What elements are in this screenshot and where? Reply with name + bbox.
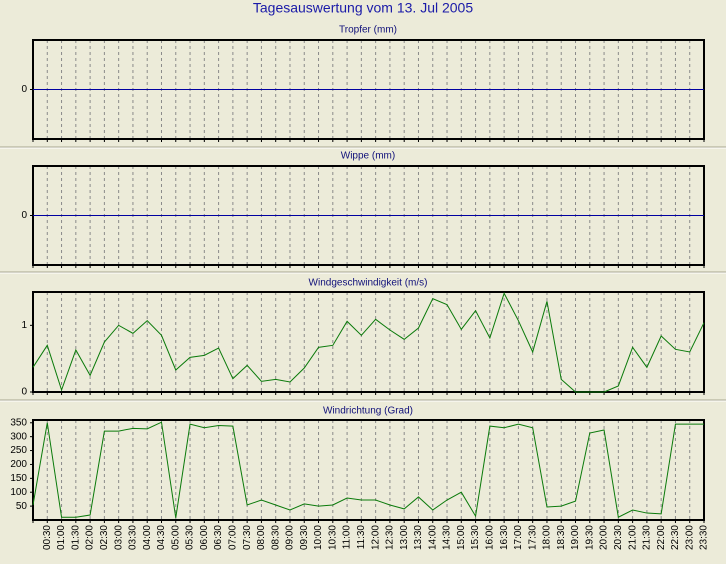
x-tick-label: 08:30 bbox=[270, 525, 281, 550]
x-tick-label: 23:30 bbox=[699, 525, 710, 550]
plot-frame bbox=[32, 291, 705, 393]
y-tick-label: 50 bbox=[16, 501, 28, 512]
x-tick-label: 06:00 bbox=[199, 525, 210, 550]
x-tick-label: 12:00 bbox=[370, 525, 381, 550]
x-tick-label: 15:00 bbox=[456, 525, 467, 550]
x-tick-label: 08:00 bbox=[256, 525, 267, 550]
x-tick-label: 13:00 bbox=[399, 525, 410, 550]
x-tick-label: 11:00 bbox=[342, 525, 353, 550]
x-tick-label: 01:00 bbox=[56, 525, 67, 550]
y-tick-label: 300 bbox=[10, 431, 27, 442]
x-tick-label: 18:00 bbox=[542, 525, 553, 550]
x-tick-label: 03:30 bbox=[128, 525, 139, 550]
x-tick-label: 05:30 bbox=[185, 525, 196, 550]
x-tick-label: 07:00 bbox=[228, 525, 239, 550]
x-tick-label: 13:30 bbox=[413, 525, 424, 550]
panel-title: Wippe (mm) bbox=[341, 151, 395, 162]
x-tick-label: 09:00 bbox=[285, 525, 296, 550]
x-tick-label: 04:30 bbox=[156, 525, 167, 550]
panel-title: Windgeschwindigkeit (m/s) bbox=[309, 278, 428, 289]
y-tick-label: 250 bbox=[10, 445, 27, 456]
x-tick-label: 03:00 bbox=[113, 525, 124, 550]
x-tick-label: 19:00 bbox=[570, 525, 581, 550]
x-tick-label: 07:30 bbox=[242, 525, 253, 550]
y-tick-label: 0 bbox=[21, 387, 27, 398]
x-tick-label: 10:00 bbox=[313, 525, 324, 550]
data-line bbox=[32, 421, 704, 518]
x-tick-label: 17:00 bbox=[513, 525, 524, 550]
x-tick-label: 14:30 bbox=[442, 525, 453, 550]
plot-frame bbox=[32, 419, 705, 521]
panel-title: Tropfer (mm) bbox=[339, 25, 397, 36]
x-tick-label: 23:00 bbox=[684, 525, 695, 550]
x-tick-label: 17:30 bbox=[527, 525, 538, 550]
x-tick-label: 02:30 bbox=[99, 525, 110, 550]
y-tick-label: 0 bbox=[21, 84, 27, 95]
x-tick-label: 12:30 bbox=[385, 525, 396, 550]
x-tick-label: 20:00 bbox=[599, 525, 610, 550]
x-tick-label: 15:30 bbox=[470, 525, 481, 550]
y-tick-label: 0 bbox=[21, 210, 27, 221]
data-line bbox=[32, 292, 705, 393]
x-tick-label: 22:30 bbox=[670, 525, 681, 550]
y-tick-label: 350 bbox=[10, 417, 27, 428]
x-tick-label: 06:30 bbox=[213, 525, 224, 550]
x-tick-label: 14:00 bbox=[427, 525, 438, 550]
x-tick-label: 00:30 bbox=[42, 525, 53, 550]
y-tick-label: 200 bbox=[10, 459, 27, 470]
x-tick-label: 01:30 bbox=[70, 525, 81, 550]
panel-title: Windrichtung (Grad) bbox=[323, 406, 413, 417]
x-tick-label: 22:00 bbox=[656, 525, 667, 550]
x-tick-label: 19:30 bbox=[584, 525, 595, 550]
x-tick-label: 11:30 bbox=[356, 525, 367, 550]
y-tick-label: 1 bbox=[21, 320, 27, 331]
y-tick-label: 100 bbox=[10, 487, 27, 498]
y-tick-label: 150 bbox=[10, 473, 27, 484]
x-tick-label: 21:00 bbox=[627, 525, 638, 550]
x-tick-label: 10:30 bbox=[327, 525, 338, 550]
x-tick-label: 02:00 bbox=[85, 525, 96, 550]
x-tick-label: 16:00 bbox=[484, 525, 495, 550]
x-tick-label: 18:30 bbox=[556, 525, 567, 550]
page-title: Tagesauswertung vom 13. Jul 2005 bbox=[253, 0, 473, 16]
x-tick-label: 21:30 bbox=[642, 525, 653, 550]
x-tick-label: 04:00 bbox=[142, 525, 153, 550]
x-tick-label: 20:30 bbox=[613, 525, 624, 550]
x-tick-label: 05:00 bbox=[170, 525, 181, 550]
x-tick-label: 09:30 bbox=[299, 525, 310, 550]
x-tick-label: 16:30 bbox=[499, 525, 510, 550]
